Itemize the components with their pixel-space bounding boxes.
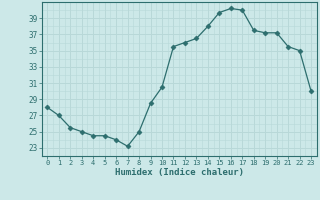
X-axis label: Humidex (Indice chaleur): Humidex (Indice chaleur) — [115, 168, 244, 177]
